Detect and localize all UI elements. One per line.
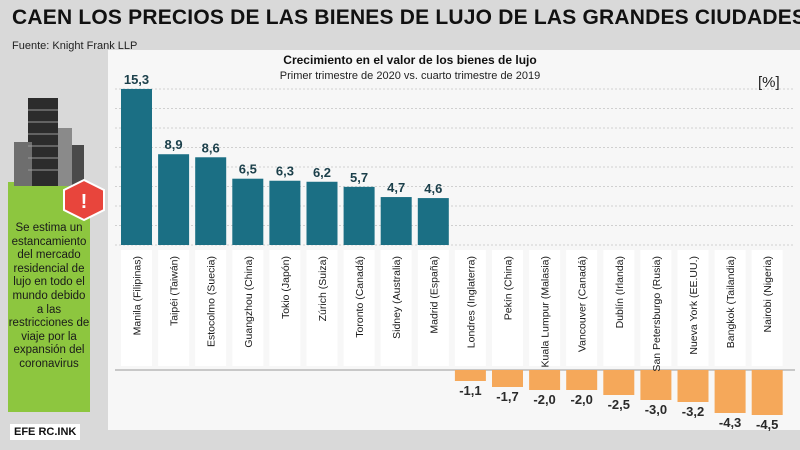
bar	[343, 186, 375, 245]
chart-subtitle: Primer trimestre de 2020 vs. cuarto trim…	[279, 70, 541, 82]
category-label: Nairobi (Nigeria)	[762, 256, 774, 332]
value-label: 4,7	[387, 180, 405, 195]
bar	[677, 370, 709, 402]
bar	[306, 181, 338, 245]
bar	[492, 370, 523, 387]
category-box	[269, 250, 301, 366]
value-label: -3,0	[645, 402, 667, 417]
category-label: Vancouver (Canadá)	[577, 256, 589, 352]
category-box	[529, 250, 561, 366]
category-label: Zúrich (Suiza)	[317, 256, 329, 321]
category-label: Tokio (Japón)	[280, 256, 292, 319]
value-label: 6,3	[276, 164, 294, 179]
category-label: Dublín (Irlanda)	[614, 256, 626, 328]
bar	[566, 370, 598, 390]
category-label: Manila (Filipinas)	[132, 256, 144, 335]
value-label: -2,0	[533, 392, 555, 407]
category-label: Nueva York (EE.UU.)	[688, 256, 700, 355]
category-box	[640, 250, 672, 366]
warning-icon: !	[63, 178, 105, 222]
category-label: Bangkok (Tailandia)	[725, 256, 737, 348]
category-box	[566, 250, 598, 366]
value-label: -4,5	[756, 417, 778, 432]
category-label: Kuala Lumpur (Malasia)	[540, 256, 552, 367]
category-label: Sidney (Australia)	[391, 256, 403, 339]
info-sidebar	[8, 182, 90, 412]
category-label: Toronto (Canadá)	[354, 256, 366, 338]
bar	[232, 178, 264, 245]
value-label: -4,3	[719, 415, 741, 430]
category-label: Pekín (China)	[503, 256, 515, 320]
bar	[751, 370, 783, 415]
sidebar-text: Se estima un estancamiento del mercado r…	[8, 222, 90, 370]
category-box	[306, 250, 338, 366]
value-label: 6,2	[313, 165, 331, 180]
category-box	[232, 250, 264, 366]
bar	[195, 157, 227, 245]
agency-logo: EFE RC.INK	[10, 424, 81, 440]
category-box	[343, 250, 375, 366]
bar	[121, 88, 152, 245]
bar	[269, 180, 301, 245]
category-label: Madrid (España)	[428, 256, 440, 334]
value-label: 4,6	[424, 181, 442, 196]
category-box	[195, 250, 227, 366]
category-box	[417, 250, 449, 366]
category-box	[380, 250, 412, 366]
skyline-icon	[14, 98, 84, 186]
category-box	[714, 250, 746, 366]
category-label: Estocolmo (Suecia)	[206, 256, 218, 347]
bar	[454, 370, 486, 381]
value-labels: 15,3 8,9 8,6 6,5 6,3 6,2 5,7 4,7 4,6 -1,1 -1,7 -2,0…	[124, 72, 779, 432]
category-label: Londres (Inglaterra)	[465, 256, 477, 348]
value-label: 8,9	[165, 137, 183, 152]
category-box	[158, 250, 190, 366]
category-label: San Petersburgo (Rusia)	[651, 256, 663, 372]
page-title: CAEN LOS PRECIOS DE LAS BIENES DE LUJO D…	[12, 6, 800, 29]
category-box	[454, 250, 486, 366]
category-box	[751, 250, 783, 366]
category-box	[603, 250, 635, 366]
category-label: Taipéi (Taiwán)	[169, 256, 181, 326]
bar	[417, 198, 449, 245]
value-label: -2,5	[608, 397, 630, 412]
bar	[529, 370, 561, 390]
category-box	[492, 250, 523, 366]
bars	[121, 88, 783, 415]
category-label: Guangzhou (China)	[243, 256, 255, 348]
value-label: 5,7	[350, 170, 368, 185]
value-label: -2,0	[570, 392, 592, 407]
category-box	[121, 250, 152, 366]
svg-text:!: !	[81, 191, 88, 213]
value-label: 6,5	[239, 162, 257, 177]
unit-label: [%]	[758, 74, 780, 91]
bar	[380, 197, 412, 245]
chart-title: Crecimiento en el valor de los bienes de…	[283, 53, 537, 67]
value-label: -1,7	[496, 389, 518, 404]
value-label: 15,3	[124, 72, 149, 87]
category-labels: Manila (Filipinas) Taipéi (Taiwán) Estocol…	[121, 250, 783, 372]
value-label: 8,6	[202, 140, 220, 155]
bar	[714, 370, 746, 413]
source-note: Fuente: Knight Frank LLP	[12, 40, 138, 52]
bar	[640, 370, 672, 400]
category-box	[677, 250, 709, 366]
bar	[603, 370, 635, 395]
value-label: -3,2	[682, 404, 704, 419]
bar	[158, 154, 190, 245]
value-label: -1,1	[459, 383, 481, 398]
